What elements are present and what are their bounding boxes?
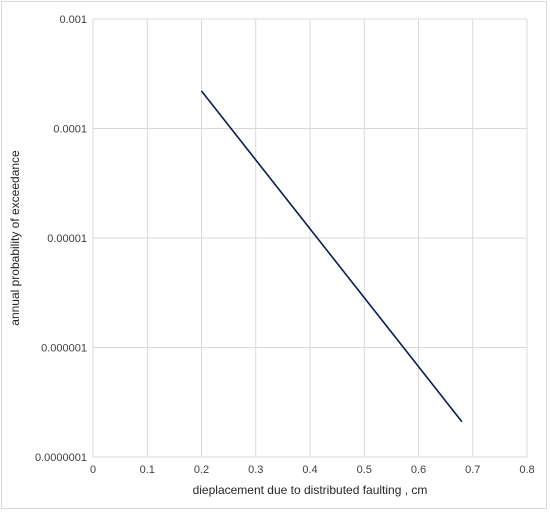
y-tick-label: 0.0001 xyxy=(53,124,87,136)
y-tick-label: 0.0000001 xyxy=(35,452,87,464)
x-axis-title: dieplacement due to distributed faulting… xyxy=(193,483,428,497)
x-tick-label: 0.8 xyxy=(519,464,534,476)
series-group xyxy=(200,90,463,423)
y-tick-label: 0.000001 xyxy=(41,343,87,355)
y-tick-label: 0.00001 xyxy=(47,233,87,245)
x-tick-label: 0.1 xyxy=(140,464,155,476)
chart-area: 0 0.1 0.2 0.3 0.4 0.5 0.6 0.7 0.8 0.001 0.0001 0.0… xyxy=(1,1,547,509)
series-line xyxy=(200,90,463,423)
chart-svg: 0 0.1 0.2 0.3 0.4 0.5 0.6 0.7 0.8 0.0010.00010.0… xyxy=(8,14,535,497)
x-tick-label: 0.5 xyxy=(357,464,372,476)
y-tick-labels: 0.001 0.0001 0.00001 0.000001 0.0000001 xyxy=(35,14,87,464)
x-tick-label: 0.3 xyxy=(248,464,263,476)
x-tick-label: 0.7 xyxy=(465,464,480,476)
x-tick-label: 0.4 xyxy=(302,464,317,476)
x-tick-labels: 0 0.1 0.2 0.3 0.4 0.5 0.6 0.7 0.8 xyxy=(90,464,535,476)
y-tick-label: 0.001 xyxy=(59,14,87,26)
x-tick-label: 0.6 xyxy=(411,464,426,476)
grid xyxy=(92,18,528,458)
y-axis-title: annual probability of exceedance xyxy=(8,150,22,326)
x-tick-label: 0 xyxy=(90,464,96,476)
x-tick-label: 0.2 xyxy=(194,464,209,476)
